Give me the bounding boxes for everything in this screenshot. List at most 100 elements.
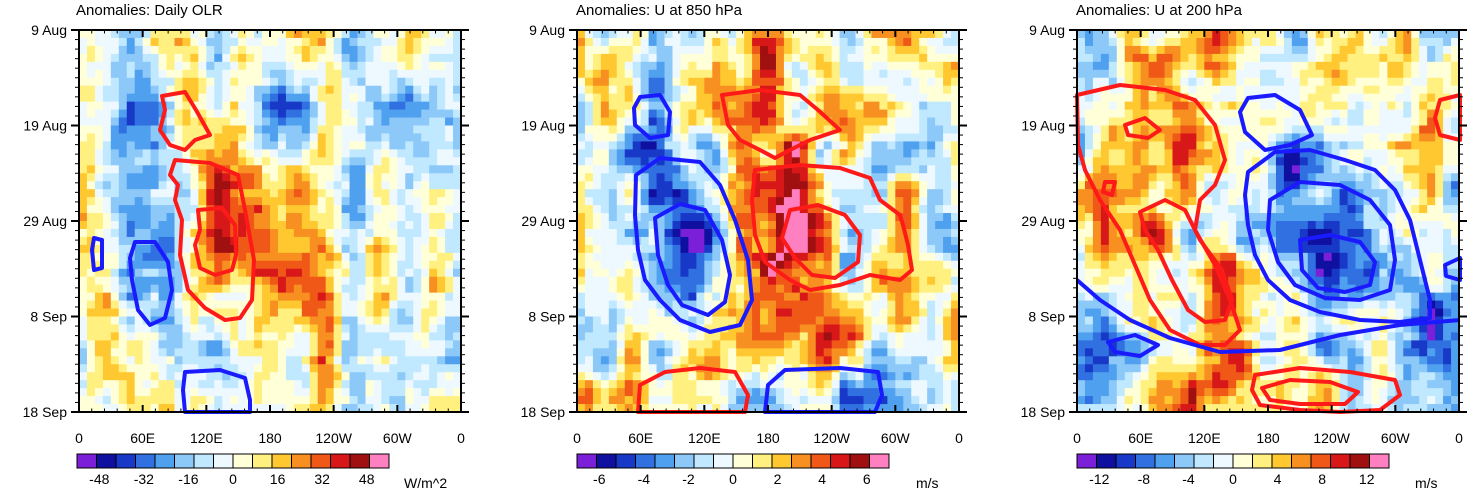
field-cell	[222, 260, 231, 270]
field-cell	[110, 324, 120, 334]
field-cell	[672, 141, 682, 150]
field-cell	[720, 181, 729, 190]
field-cell	[413, 117, 422, 127]
field-cell	[600, 284, 610, 294]
field-cell	[118, 340, 128, 349]
field-cell	[592, 189, 602, 198]
field-cell	[648, 69, 658, 79]
field-cell	[648, 213, 658, 222]
field-cell	[783, 316, 793, 326]
field-cell	[712, 380, 721, 389]
field-cell	[365, 149, 375, 158]
field-cell	[696, 37, 705, 47]
field-cell	[656, 252, 666, 262]
field-cell	[807, 221, 817, 230]
field-cell	[879, 340, 888, 349]
field-cell	[863, 197, 873, 206]
field-cell	[831, 276, 841, 286]
field-cell	[325, 260, 335, 270]
field-cell	[919, 324, 928, 334]
field-cell	[696, 30, 705, 39]
field-cell	[600, 244, 610, 254]
field-cell	[935, 380, 944, 389]
field-cell	[791, 260, 801, 270]
field-cell	[413, 109, 422, 119]
field-cell	[134, 189, 144, 198]
field-cell	[768, 396, 777, 405]
field-cell	[720, 260, 729, 270]
field-cell	[943, 213, 952, 222]
field-cell	[863, 228, 873, 238]
field-cell	[381, 125, 390, 135]
field-cell	[277, 165, 287, 174]
field-cell	[333, 404, 343, 413]
field-cell	[648, 268, 658, 278]
field-cell	[389, 109, 398, 119]
field-cell	[887, 380, 896, 389]
field-cell	[648, 141, 658, 150]
field-cell	[150, 141, 160, 150]
field-cell	[150, 173, 160, 182]
field-cell	[126, 221, 136, 230]
field-cell	[632, 61, 642, 71]
field-cell	[672, 189, 682, 198]
field-cell	[86, 324, 96, 334]
field-cell	[823, 117, 833, 127]
field-cell	[871, 45, 881, 55]
field-cell	[688, 133, 697, 143]
field-cell	[624, 356, 634, 365]
field-cell	[437, 181, 446, 190]
field-cell	[831, 173, 841, 182]
field-cell	[317, 133, 327, 143]
field-cell	[405, 324, 414, 334]
field-cell	[309, 149, 319, 158]
field-cell	[744, 173, 753, 182]
field-cell	[799, 308, 809, 318]
field-cell	[927, 300, 936, 310]
field-cell	[413, 340, 422, 349]
field-cell	[357, 404, 367, 413]
field-cell	[584, 77, 594, 87]
field-cell	[285, 181, 295, 190]
field-cell	[325, 117, 335, 127]
field-cell	[584, 236, 594, 246]
field-cell	[182, 308, 192, 318]
field-cell	[158, 300, 168, 310]
field-cell	[736, 45, 745, 55]
field-cell	[943, 61, 952, 71]
field-cell	[277, 236, 287, 246]
field-cell	[230, 109, 239, 119]
field-cell	[863, 404, 873, 413]
field-cell	[134, 125, 144, 135]
field-cell	[728, 300, 737, 310]
field-cell	[855, 173, 865, 182]
field-cell	[142, 165, 152, 174]
field-cell	[744, 404, 753, 413]
field-cell	[277, 77, 287, 87]
field-cell	[720, 30, 729, 39]
field-cell	[110, 308, 120, 318]
field-cell	[943, 117, 952, 127]
field-cell	[672, 85, 682, 95]
field-cell	[389, 205, 398, 214]
field-cell	[783, 45, 793, 55]
field-cell	[791, 380, 801, 389]
field-cell	[238, 141, 247, 150]
field-cell	[158, 308, 168, 318]
field-cell	[736, 157, 745, 166]
field-cell	[238, 69, 247, 79]
field-cell	[437, 157, 446, 166]
field-cell	[166, 213, 176, 222]
field-cell	[895, 189, 904, 198]
field-cell	[592, 133, 602, 143]
field-cell	[341, 93, 351, 103]
field-cell	[863, 93, 873, 103]
field-cell	[254, 133, 263, 143]
field-cell	[381, 149, 390, 158]
field-cell	[951, 173, 960, 182]
field-cell	[198, 125, 207, 135]
field-cell	[616, 197, 626, 206]
field-cell	[110, 364, 120, 373]
field-cell	[775, 260, 785, 270]
field-cell	[728, 244, 737, 254]
